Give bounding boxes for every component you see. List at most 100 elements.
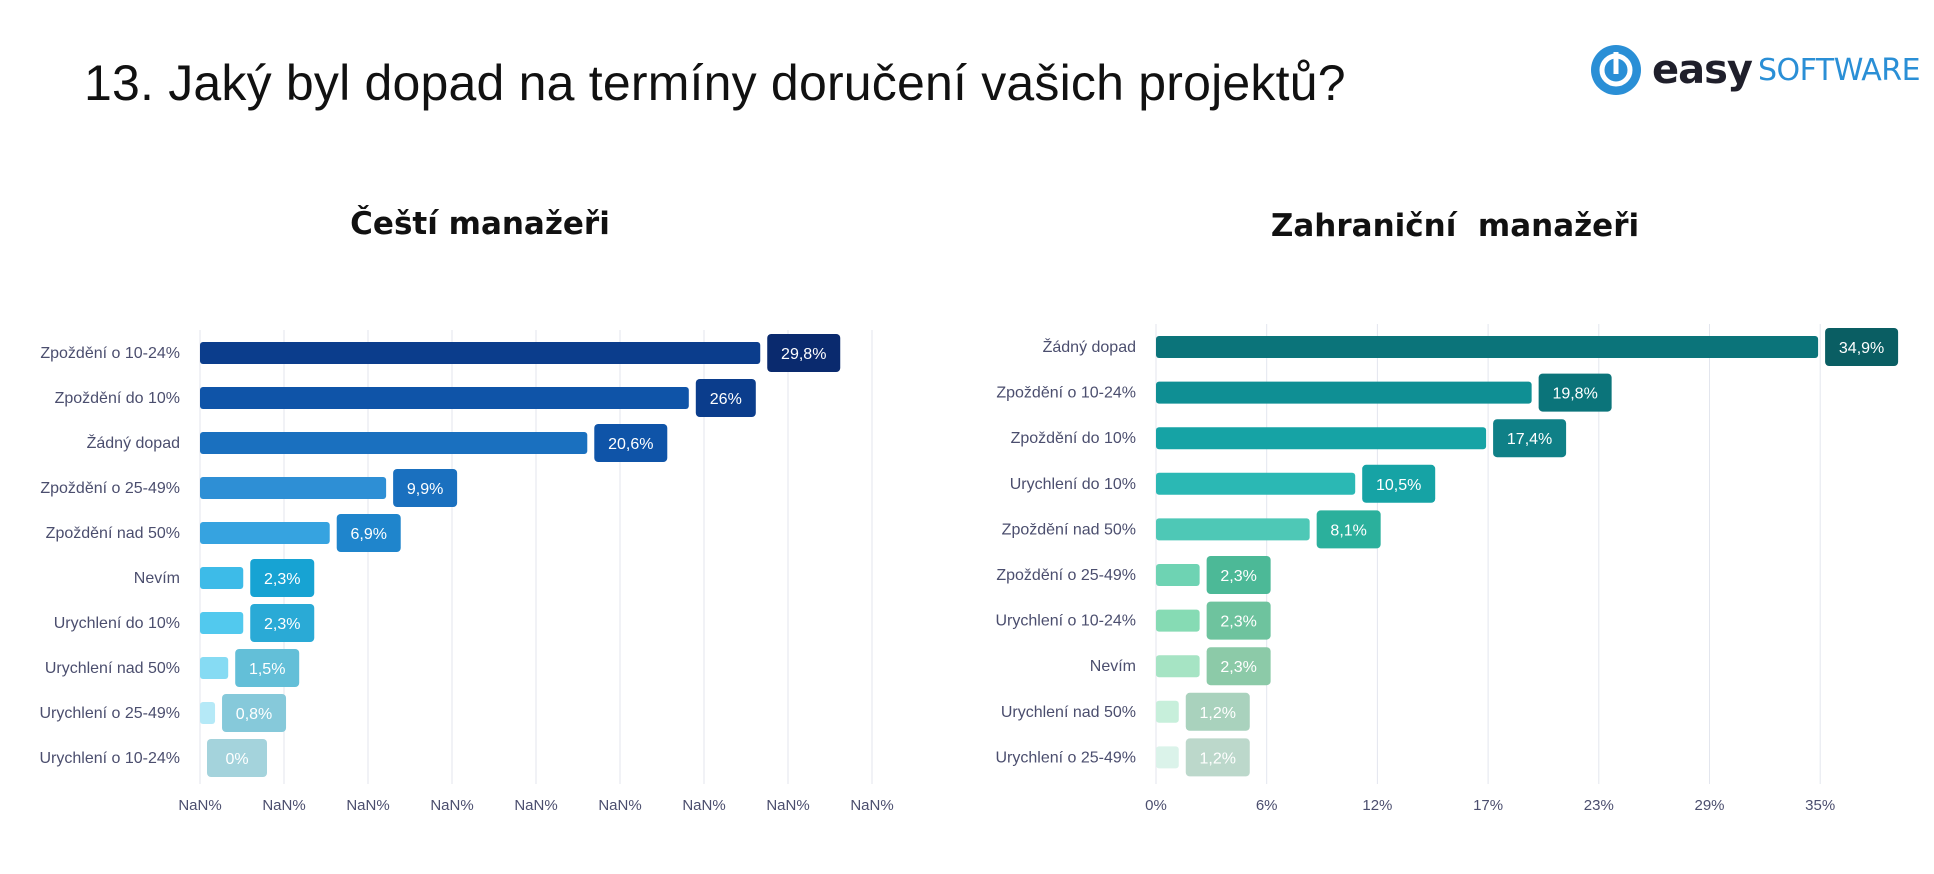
value-label: 29,8% xyxy=(781,346,826,363)
category-label: Urychlení do 10% xyxy=(54,615,180,632)
bar xyxy=(200,387,689,409)
value-label-box xyxy=(594,424,668,462)
x-tick-label: 23% xyxy=(1584,797,1614,814)
value-label: 20,6% xyxy=(608,436,653,453)
chart-title-czech-managers: Čeští manažeři xyxy=(350,206,610,242)
value-label: 2,3% xyxy=(264,616,300,633)
category-label: Urychlení o 25-49% xyxy=(39,705,180,722)
logo-word-software: SOFTWARE xyxy=(1758,52,1921,88)
category-label: Urychlení nad 50% xyxy=(45,660,180,677)
value-label-box xyxy=(1206,647,1271,686)
category-label: Žádný dopad xyxy=(1043,337,1136,356)
bar xyxy=(1156,427,1487,450)
value-label-box xyxy=(767,334,841,372)
x-tick-label: 12% xyxy=(1362,797,1392,814)
bar xyxy=(200,612,244,634)
value-label-box xyxy=(695,379,756,417)
value-label-box xyxy=(250,559,315,597)
bar xyxy=(200,477,387,499)
logo-mark-icon xyxy=(1591,45,1641,95)
x-tick-label: NaN% xyxy=(514,797,557,814)
x-tick-label: 6% xyxy=(1256,797,1278,814)
bar xyxy=(1156,472,1356,495)
x-tick-label: NaN% xyxy=(178,797,221,814)
value-label: 19,8% xyxy=(1552,386,1597,403)
chart-title-foreign-managers: Zahraniční manažeři xyxy=(1270,208,1640,244)
value-label-box xyxy=(1493,419,1567,458)
category-label: Zpoždění nad 50% xyxy=(46,525,180,542)
value-label: 2,3% xyxy=(1220,614,1256,631)
category-label: Nevím xyxy=(134,570,180,587)
value-label-box xyxy=(235,649,300,687)
bar xyxy=(200,432,588,454)
category-label: Zpoždění o 25-49% xyxy=(40,480,180,497)
value-label-box xyxy=(1206,601,1271,640)
value-label: 2,3% xyxy=(264,571,300,588)
category-label: Urychlení do 10% xyxy=(1010,476,1136,493)
bar xyxy=(1156,518,1310,541)
value-label: 6,9% xyxy=(350,526,386,543)
category-label: Zpoždění o 10-24% xyxy=(40,345,180,362)
x-tick-label: NaN% xyxy=(262,797,305,814)
page-title: 13. Jaký byl dopad na termíny doručení v… xyxy=(84,55,1346,111)
value-label: 0,8% xyxy=(236,706,272,723)
value-label: 1,2% xyxy=(1200,750,1236,767)
logo-word-easy: easy xyxy=(1652,47,1753,93)
category-label: Urychlení nad 50% xyxy=(1001,704,1136,721)
x-tick-label: 35% xyxy=(1805,797,1835,814)
bar xyxy=(1156,655,1200,678)
x-tick-label: NaN% xyxy=(766,797,809,814)
chart-czech-managers: NaN% NaN% NaN% NaN% NaN% NaN% NaN% NaN% NaN% Zpož… xyxy=(39,330,894,814)
value-label: 0% xyxy=(225,751,248,768)
x-tick-label: NaN% xyxy=(430,797,473,814)
x-tick-label: NaN% xyxy=(682,797,725,814)
bar xyxy=(1156,336,1819,358)
value-label: 1,5% xyxy=(249,661,285,678)
x-tick-label: NaN% xyxy=(850,797,893,814)
category-label: Zpoždění nad 50% xyxy=(1002,521,1136,538)
value-label-box xyxy=(222,694,287,732)
x-tick-label: NaN% xyxy=(346,797,389,814)
bar xyxy=(200,657,229,679)
category-label: Žádný dopad xyxy=(87,433,180,452)
bar xyxy=(1156,381,1532,404)
value-label: 2,3% xyxy=(1220,659,1256,676)
value-label: 2,3% xyxy=(1220,568,1256,585)
value-label: 17,4% xyxy=(1507,431,1552,448)
easy-software-logo: easy SOFTWARE xyxy=(1590,44,1921,96)
bar xyxy=(1156,700,1179,723)
x-tick-label: NaN% xyxy=(598,797,641,814)
value-label-box xyxy=(1316,510,1381,549)
category-label: Zpoždění do 10% xyxy=(1011,430,1136,447)
value-label-box xyxy=(250,604,315,642)
value-label-box xyxy=(1362,464,1436,503)
value-label: 9,9% xyxy=(407,481,443,498)
category-label: Zpoždění do 10% xyxy=(55,390,180,407)
category-label: Zpoždění o 10-24% xyxy=(996,385,1136,402)
value-label: 34,9% xyxy=(1839,340,1884,357)
value-label-box xyxy=(393,469,458,507)
value-label-box xyxy=(1538,373,1612,412)
x-tick-label: 17% xyxy=(1473,797,1503,814)
value-label: 26% xyxy=(710,391,742,408)
x-tick-label: 29% xyxy=(1694,797,1724,814)
value-label-box xyxy=(1185,692,1250,731)
category-label: Nevím xyxy=(1090,658,1136,675)
bar xyxy=(1156,746,1179,769)
chart-foreign-managers: 0% 6% 12% 17% 23% 29% 35% Žádný dopad 34,9% Zpožd… xyxy=(995,324,1899,814)
value-label-box xyxy=(1825,328,1899,366)
bar xyxy=(200,702,216,724)
category-label: Zpoždění o 25-49% xyxy=(996,567,1136,584)
value-label-box xyxy=(1206,556,1271,594)
bar xyxy=(200,522,330,544)
category-label: Urychlení o 10-24% xyxy=(39,750,180,767)
bar xyxy=(1156,609,1200,632)
value-label: 10,5% xyxy=(1376,477,1421,494)
category-label: Urychlení o 10-24% xyxy=(995,613,1136,630)
bar xyxy=(200,342,761,364)
bar xyxy=(200,567,244,589)
value-label-box xyxy=(336,514,401,552)
x-tick-label: 0% xyxy=(1145,797,1167,814)
category-label: Urychlení o 25-49% xyxy=(995,749,1136,766)
bar xyxy=(1156,564,1200,586)
